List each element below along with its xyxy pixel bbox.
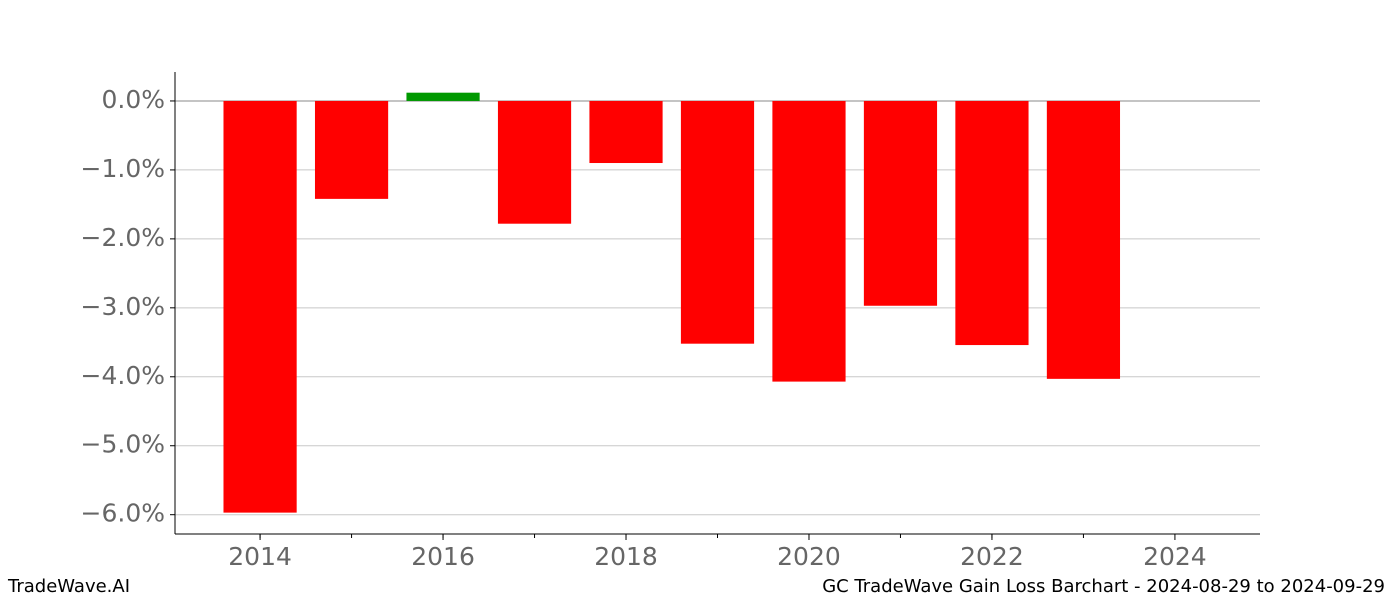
bar xyxy=(1047,101,1120,379)
bar xyxy=(864,101,937,306)
bar xyxy=(681,101,754,344)
y-tick-label: −5.0% xyxy=(81,430,165,459)
x-tick-label: 2018 xyxy=(594,542,658,571)
footer-left: TradeWave.AI xyxy=(7,576,130,597)
bar xyxy=(406,93,479,101)
y-tick-label: 0.0% xyxy=(101,85,165,114)
bar xyxy=(498,101,571,224)
y-tick-label: −1.0% xyxy=(81,154,165,183)
x-tick-label: 2014 xyxy=(228,542,292,571)
bar xyxy=(772,101,845,382)
y-tick-label: −2.0% xyxy=(81,223,165,252)
y-tick-label: −4.0% xyxy=(81,361,165,390)
bar xyxy=(223,101,296,513)
x-tick-label: 2024 xyxy=(1143,542,1207,571)
y-tick-label: −3.0% xyxy=(81,292,165,321)
bar xyxy=(315,101,388,199)
footer-right: GC TradeWave Gain Loss Barchart - 2024-0… xyxy=(822,576,1385,597)
bar xyxy=(955,101,1028,345)
y-tick-label: −6.0% xyxy=(81,499,165,528)
x-tick-label: 2016 xyxy=(411,542,475,571)
x-tick-label: 2020 xyxy=(777,542,841,571)
bar xyxy=(589,101,662,163)
x-tick-label: 2022 xyxy=(960,542,1024,571)
